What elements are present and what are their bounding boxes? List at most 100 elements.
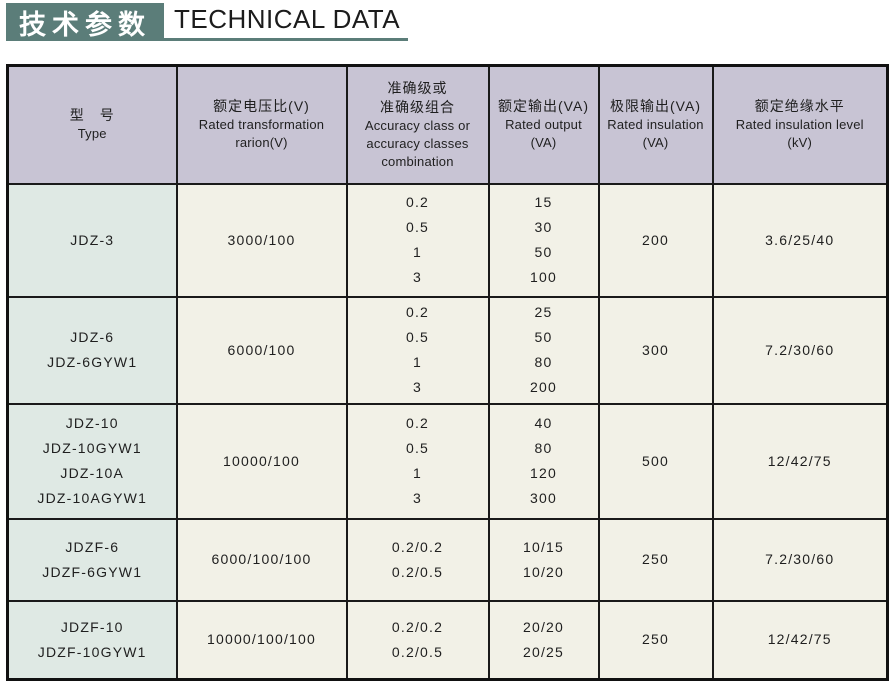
cell-accuracy: 0.2/0.2 0.2/0.5 xyxy=(345,599,490,681)
cell-limit-output: 200 xyxy=(597,182,714,298)
cell-insulation-level: 3.6/25/40 xyxy=(711,182,889,298)
technical-data-table: 型 号 Type 额定电压比(V) Rated transformation r… xyxy=(6,64,889,681)
insulation-level-value: 3.6/25/40 xyxy=(765,231,835,248)
table-row-jdzf-10: JDZF-10 JDZF-10GYW1 10000/100/100 0.2/0.… xyxy=(6,599,889,681)
cell-type: JDZ-10 JDZ-10GYW1 JDZ-10A JDZ-10AGYW1 xyxy=(6,402,178,520)
cell-insulation-level: 12/42/75 xyxy=(711,599,889,681)
type-name: JDZ-10 xyxy=(65,415,119,431)
output-value: 20/20 xyxy=(522,618,565,635)
header-accuracy-en3: combination xyxy=(381,153,454,169)
type-name: JDZ-10GYW1 xyxy=(42,440,142,456)
cell-type: JDZ-6 JDZ-6GYW1 xyxy=(6,295,178,405)
accuracy-value: 0.5 xyxy=(405,219,430,235)
header-type-zh: 型 号 xyxy=(69,107,115,124)
table-row-jdzf-6: JDZF-6 JDZF-6GYW1 6000/100/100 0.2/0.2 0… xyxy=(6,517,889,602)
cell-type: JDZ-3 xyxy=(6,182,178,298)
cell-ratio: 6000/100 xyxy=(175,295,348,405)
accuracy-value: 0.5 xyxy=(405,329,430,345)
output-value: 50 xyxy=(534,329,553,345)
cell-rated-output: 20/20 20/25 xyxy=(487,599,600,681)
accuracy-value: 0.2 xyxy=(405,194,430,210)
accuracy-value: 1 xyxy=(413,465,422,481)
accuracy-value: 3 xyxy=(413,269,422,285)
output-value: 80 xyxy=(534,440,553,456)
output-value: 20/25 xyxy=(522,643,565,660)
output-value: 10/20 xyxy=(522,563,565,580)
limit-output-value: 300 xyxy=(642,341,669,358)
accuracy-value: 0.2/0.2 xyxy=(391,538,444,555)
accuracy-value: 0.2/0.2 xyxy=(391,618,444,635)
accuracy-value: 1 xyxy=(413,354,422,370)
cell-insulation-level: 7.2/30/60 xyxy=(711,295,889,405)
type-name: JDZ-6GYW1 xyxy=(47,354,138,370)
type-name: JDZ-3 xyxy=(70,231,115,248)
accuracy-value: 1 xyxy=(413,244,422,260)
header-accuracy-en1: Accuracy class or xyxy=(364,117,471,133)
title-underline: TECHNICAL DATA xyxy=(164,3,409,41)
cell-ratio: 10000/100 xyxy=(175,402,348,520)
header-insulation-en1: Rated insulation level xyxy=(735,117,864,133)
cell-ratio: 10000/100/100 xyxy=(175,599,348,681)
output-value: 40 xyxy=(534,415,553,431)
limit-output-value: 500 xyxy=(642,452,669,469)
type-name: JDZ-6 xyxy=(70,329,115,345)
table-header-row: 型 号 Type 额定电压比(V) Rated transformation r… xyxy=(6,64,889,185)
cell-rated-output: 40 80 120 300 xyxy=(487,402,600,520)
output-value: 80 xyxy=(534,354,553,370)
ratio-value: 3000/100 xyxy=(227,231,296,248)
header-accuracy-en2: accuracy classes xyxy=(366,135,469,151)
cell-rated-output: 25 50 80 200 xyxy=(487,295,600,405)
insulation-level-value: 7.2/30/60 xyxy=(765,551,835,567)
accuracy-value: 0.2 xyxy=(405,415,430,431)
cell-limit-output: 300 xyxy=(597,295,714,405)
insulation-level-value: 12/42/75 xyxy=(767,452,832,469)
insulation-level-value: 12/42/75 xyxy=(767,631,832,648)
cell-insulation-level: 7.2/30/60 xyxy=(711,517,889,602)
title-zh: 技术参数 xyxy=(19,9,151,40)
output-value: 10/15 xyxy=(522,538,565,555)
cell-limit-output: 500 xyxy=(597,402,714,520)
accuracy-value: 0.2/0.5 xyxy=(391,643,444,660)
col-header-accuracy: 准确级或 准确级组合 Accuracy class or accuracy cl… xyxy=(345,64,490,185)
header-limit-en1: Rated insulation xyxy=(607,117,704,133)
header-ratio-en1: Rated transformation xyxy=(198,117,325,133)
header-insulation-en2: (kV) xyxy=(787,135,813,151)
type-name: JDZF-10GYW1 xyxy=(37,643,147,660)
limit-output-value: 200 xyxy=(642,231,669,248)
output-value: 200 xyxy=(530,379,557,395)
cell-type: JDZF-10 JDZF-10GYW1 xyxy=(6,599,178,681)
table-row-jdz-10: JDZ-10 JDZ-10GYW1 JDZ-10A JDZ-10AGYW1 10… xyxy=(6,402,889,520)
limit-output-value: 250 xyxy=(642,551,669,567)
title-badge: 技术参数 xyxy=(6,3,164,41)
header-ratio-en2: rarion(V) xyxy=(235,135,288,151)
type-name: JDZF-10 xyxy=(60,618,124,635)
section-title: 技术参数 TECHNICAL DATA xyxy=(6,3,409,41)
accuracy-value: 3 xyxy=(413,379,422,395)
col-header-rated-output: 额定输出(VA) Rated output (VA) xyxy=(487,64,600,185)
type-name: JDZF-6GYW1 xyxy=(42,563,143,580)
header-limit-en2: (VA) xyxy=(642,135,669,151)
limit-output-value: 250 xyxy=(642,631,669,648)
header-limit-zh: 极限输出(VA) xyxy=(610,98,701,115)
ratio-value: 10000/100 xyxy=(223,452,300,469)
accuracy-value: 0.2/0.5 xyxy=(391,563,444,580)
table-row-jdz-3: JDZ-3 3000/100 0.2 0.5 1 3 15 30 50 100 xyxy=(6,182,889,298)
ratio-value: 6000/100/100 xyxy=(211,551,312,567)
cell-rated-output: 15 30 50 100 xyxy=(487,182,600,298)
cell-limit-output: 250 xyxy=(597,517,714,602)
cell-limit-output: 250 xyxy=(597,599,714,681)
header-accuracy-zh1: 准确级或 xyxy=(387,79,448,96)
table-row-jdz-6: JDZ-6 JDZ-6GYW1 6000/100 0.2 0.5 1 3 25 … xyxy=(6,295,889,405)
header-output-en1: Rated output xyxy=(505,117,582,133)
header-output-en2: (VA) xyxy=(530,135,557,151)
output-value: 30 xyxy=(534,219,553,235)
cell-accuracy: 0.2 0.5 1 3 xyxy=(345,402,490,520)
accuracy-value: 3 xyxy=(413,490,422,506)
header-accuracy-zh2: 准确级组合 xyxy=(380,98,455,115)
cell-insulation-level: 12/42/75 xyxy=(711,402,889,520)
ratio-value: 10000/100/100 xyxy=(206,631,317,648)
header-type-en: Type xyxy=(77,126,107,142)
insulation-level-value: 7.2/30/60 xyxy=(765,341,835,358)
output-value: 50 xyxy=(534,244,553,260)
